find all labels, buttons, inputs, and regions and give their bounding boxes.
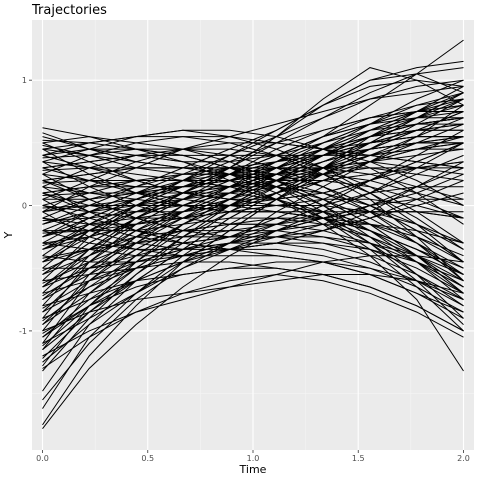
trajectory-line-120 xyxy=(42,136,464,322)
trajectory-line-112 xyxy=(42,117,464,222)
trajectory-line-54 xyxy=(42,85,464,213)
trajectory-line-123 xyxy=(42,273,464,369)
y-axis-ticks: -1 0 1 xyxy=(19,76,32,336)
y-axis-label: Y xyxy=(2,231,15,239)
trajectory-line-121 xyxy=(42,267,464,334)
trajectory-line-108 xyxy=(42,148,464,171)
x-tick-label: 1.5 xyxy=(352,454,365,463)
x-tick-label: 1.0 xyxy=(247,454,260,463)
trajectory-line-103 xyxy=(42,148,464,351)
y-tick-label: -1 xyxy=(19,327,27,336)
trajectory-line-117 xyxy=(42,217,464,284)
trajectory-line-64 xyxy=(42,60,464,288)
trajectory-line-113 xyxy=(42,217,464,282)
trajectory-line-92 xyxy=(42,192,464,288)
trajectory-line-111 xyxy=(42,205,464,269)
trajectory-line-118 xyxy=(42,104,464,297)
x-axis-label: Time xyxy=(239,463,267,476)
trajectory-line-114 xyxy=(42,117,464,247)
trajectory-line-122 xyxy=(42,142,464,347)
trajectory-line-62 xyxy=(42,79,464,263)
chart-title: Trajectories xyxy=(31,3,107,18)
y-tick-label: 0 xyxy=(22,202,27,211)
x-tick-label: 0.0 xyxy=(36,454,49,463)
x-tick-label: 0.5 xyxy=(141,454,154,463)
trajectory-line-106 xyxy=(42,104,464,175)
trajectory-line-116 xyxy=(42,111,464,272)
trajectory-line-59 xyxy=(42,79,464,238)
x-axis-ticks: 0.0 0.5 1.0 1.5 2.0 xyxy=(36,450,470,463)
y-tick-label: 1 xyxy=(22,76,27,85)
x-tick-label: 2.0 xyxy=(457,454,470,463)
trajectory-line-115 xyxy=(42,230,464,294)
trajectory-line-96 xyxy=(42,223,464,288)
trajectory-lines xyxy=(42,39,464,430)
